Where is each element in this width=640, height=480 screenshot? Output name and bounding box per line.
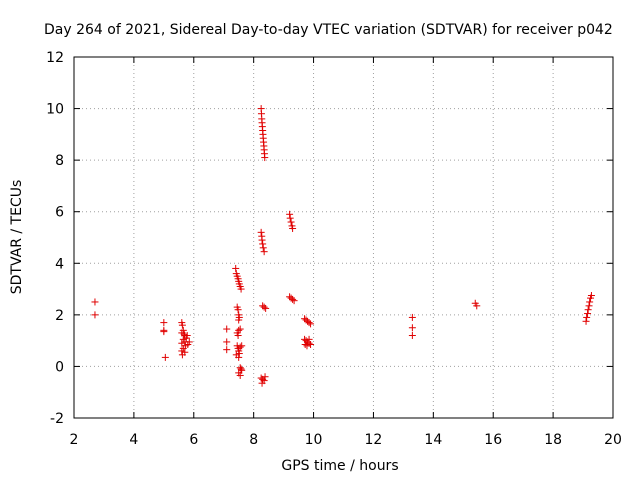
data-point xyxy=(238,342,246,350)
axis-ticks: 2 4 6 8 10 12 14 16 18 20 -2 0 2 4 6 8 10 12 xyxy=(46,50,622,448)
x-tick-label: 8 xyxy=(249,432,258,448)
data-point xyxy=(587,292,595,300)
data-point xyxy=(473,302,481,310)
data-point xyxy=(259,244,267,252)
data-point xyxy=(91,298,99,306)
data-point xyxy=(178,347,186,355)
data-point xyxy=(257,228,265,236)
data-point xyxy=(234,331,242,339)
data-point xyxy=(585,302,593,310)
data-point xyxy=(287,218,295,226)
y-tick-label: 10 xyxy=(46,102,64,118)
y-tick-label: 6 xyxy=(55,205,64,221)
data-point xyxy=(183,331,191,339)
plot-frame xyxy=(73,56,614,419)
data-point xyxy=(91,311,99,319)
data-point xyxy=(262,304,270,312)
x-axis-label: GPS time / hours xyxy=(281,458,398,474)
y-tick-label: 0 xyxy=(55,359,64,375)
data-point xyxy=(305,335,313,343)
y-tick-label: 8 xyxy=(55,153,64,169)
y-tick-label: 2 xyxy=(55,308,64,324)
data-point xyxy=(160,319,168,327)
data-point xyxy=(307,320,315,328)
data-point xyxy=(161,353,169,361)
data-point xyxy=(303,342,311,350)
data-point xyxy=(260,248,268,256)
data-point xyxy=(286,210,294,218)
data-point xyxy=(178,351,186,359)
data-point xyxy=(236,343,244,351)
x-tick-label: 12 xyxy=(365,432,383,448)
data-point xyxy=(286,214,294,222)
y-tick-label: 12 xyxy=(46,50,64,66)
data-point xyxy=(178,321,186,329)
data-point xyxy=(408,324,416,332)
x-tick-label: 16 xyxy=(484,432,502,448)
data-point xyxy=(289,295,297,303)
y-tick-label: -2 xyxy=(50,411,64,427)
data-point xyxy=(260,303,268,311)
y-axis-label: SDTVAR / TECUs xyxy=(9,180,25,295)
x-tick-label: 6 xyxy=(189,432,198,448)
x-tick-label: 20 xyxy=(604,432,622,448)
data-point xyxy=(235,353,243,361)
data-point xyxy=(234,306,242,314)
data-point xyxy=(582,317,590,325)
data-point xyxy=(259,240,267,248)
data-point xyxy=(235,326,243,334)
data-point xyxy=(223,338,231,346)
chart-title: Day 264 of 2021, Sidereal Day-to-day VTE… xyxy=(44,22,613,38)
x-tick-label: 14 xyxy=(424,432,442,448)
data-point xyxy=(236,325,244,333)
x-tick-label: 4 xyxy=(129,432,138,448)
data-point xyxy=(223,346,231,354)
grid-lines xyxy=(74,57,613,418)
data-point xyxy=(261,154,269,162)
data-point xyxy=(290,297,298,305)
data-point xyxy=(236,371,244,379)
data-points xyxy=(91,105,595,387)
data-point xyxy=(178,339,186,347)
data-point xyxy=(235,350,243,358)
data-point xyxy=(584,306,592,314)
data-point xyxy=(237,365,245,373)
data-point xyxy=(584,310,592,318)
data-point xyxy=(235,316,243,324)
data-point xyxy=(583,313,591,321)
data-point xyxy=(223,325,231,333)
data-point xyxy=(258,236,266,244)
x-tick-label: 2 xyxy=(70,432,79,448)
data-point xyxy=(160,328,168,336)
data-point xyxy=(289,224,297,232)
data-point xyxy=(305,319,313,327)
data-point xyxy=(180,330,188,338)
data-point xyxy=(408,331,416,339)
data-point xyxy=(586,298,594,306)
data-point xyxy=(185,338,193,346)
data-point xyxy=(258,379,266,387)
x-tick-label: 10 xyxy=(305,432,323,448)
data-point xyxy=(232,264,240,272)
data-point xyxy=(408,313,416,321)
data-point xyxy=(237,285,245,293)
data-point xyxy=(261,373,269,381)
data-point xyxy=(301,341,309,349)
y-tick-label: 4 xyxy=(55,256,64,272)
x-tick-label: 18 xyxy=(544,432,562,448)
